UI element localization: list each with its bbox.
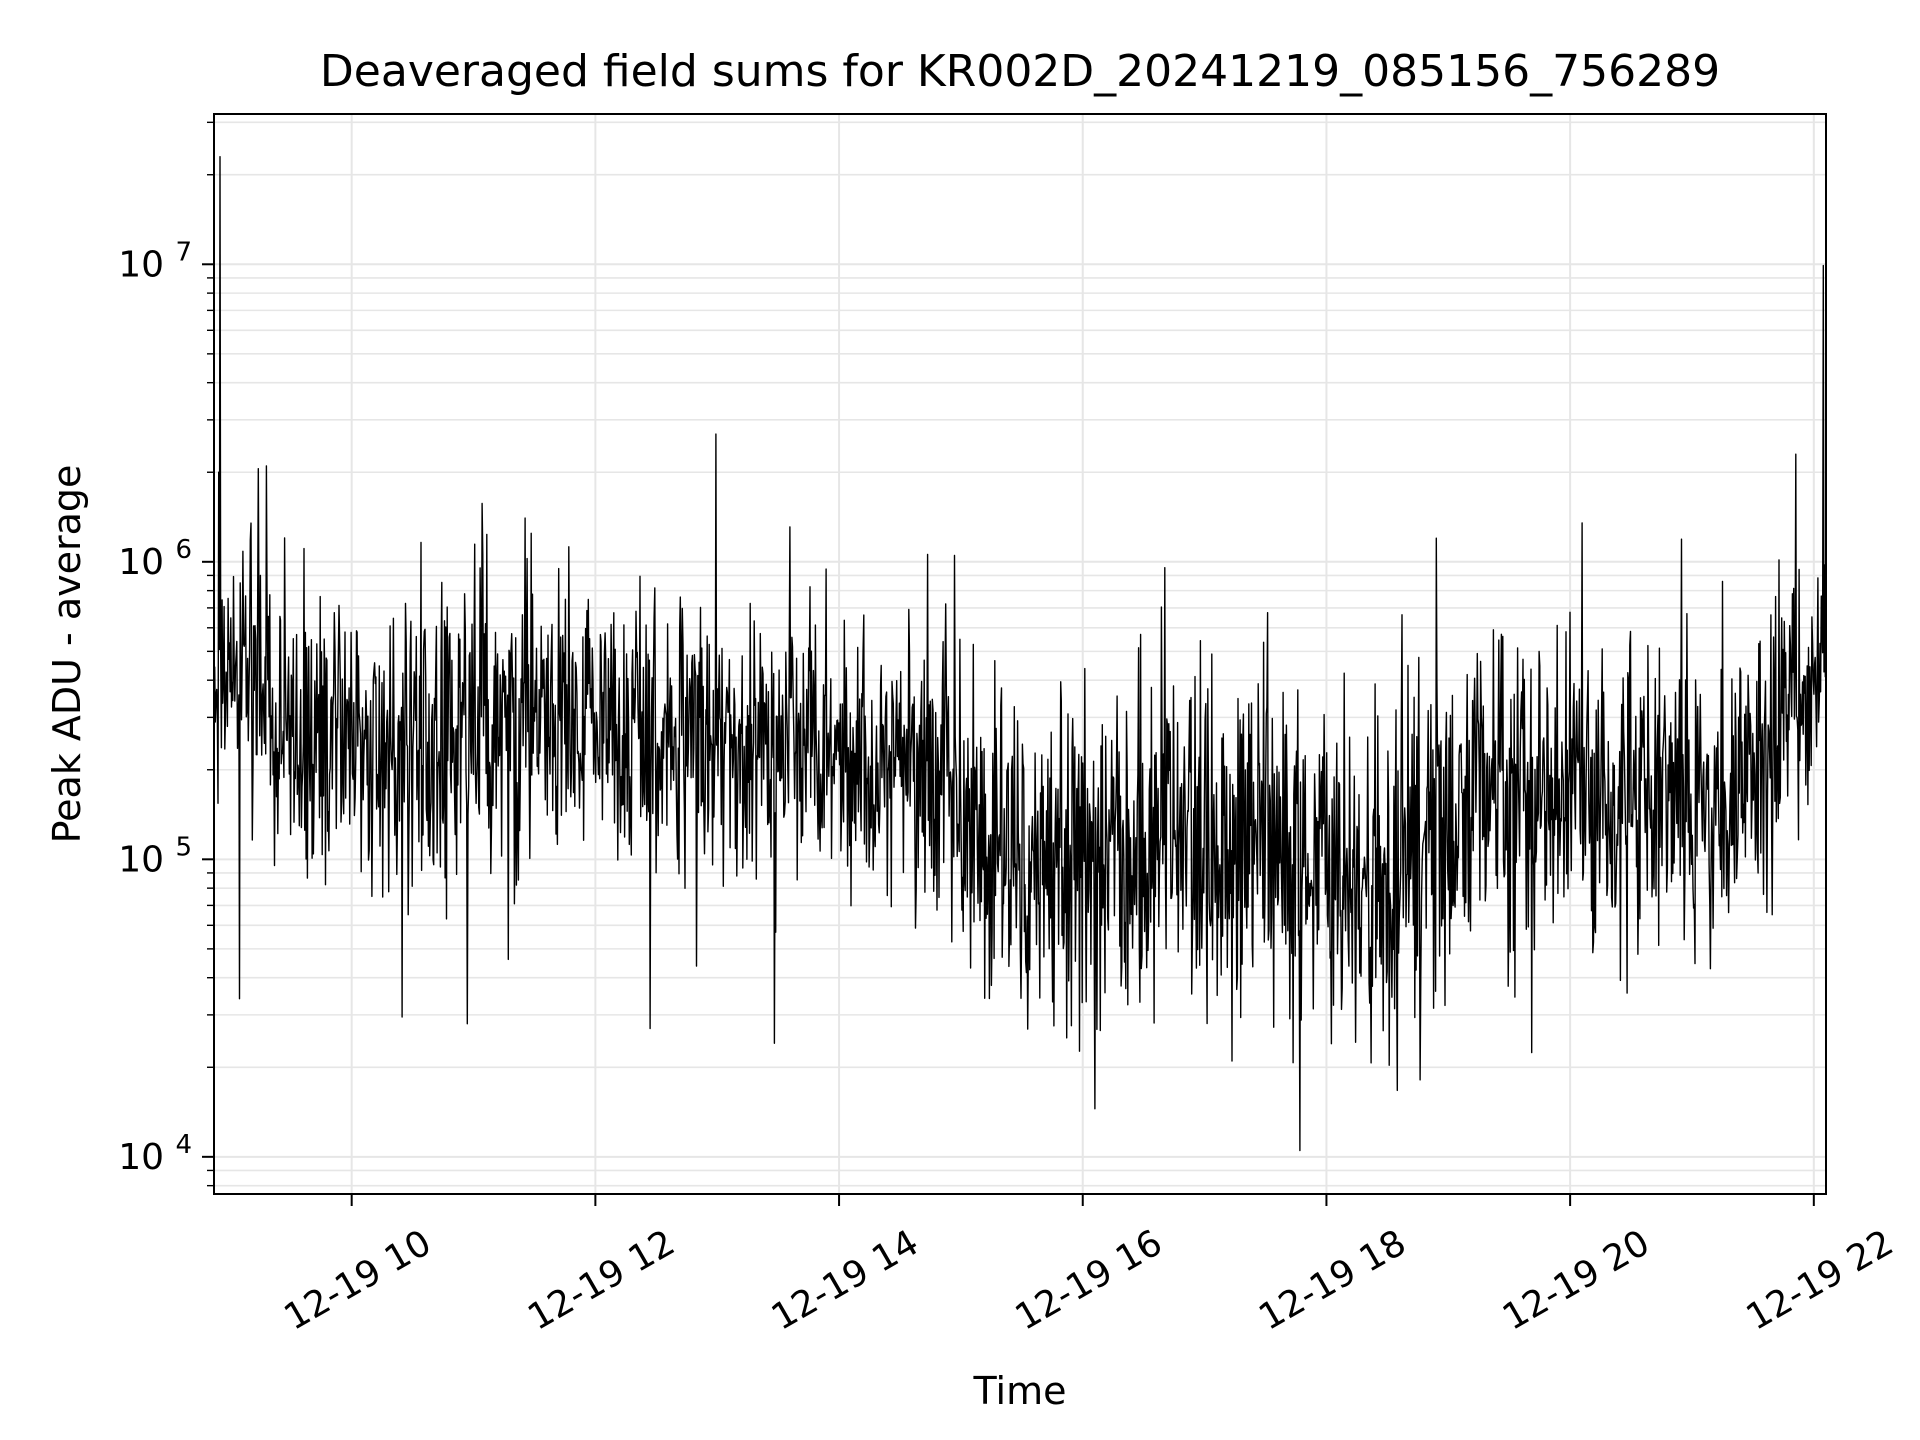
series-line [213, 156, 1827, 1152]
y-tick-exponent: 4 [175, 1130, 192, 1160]
y-axis-label: Peak ADU - average [45, 465, 89, 844]
plot-frame [213, 113, 1827, 1195]
chart-title: Deaveraged field sums for KR002D_2024121… [320, 46, 1720, 97]
y-tick-label: 10 [118, 839, 164, 880]
y-tick-label: 10 [118, 542, 164, 583]
y-axis: 10 4 10 5 10 6 10 7 [118, 121, 214, 1187]
y-tick-exponent: 5 [175, 832, 192, 862]
y-tick-label: 10 [118, 1137, 164, 1178]
y-tick-exponent: 7 [175, 237, 192, 267]
x-axis-label: Time [973, 1369, 1067, 1413]
y-tick-exponent: 6 [175, 535, 192, 565]
y-tick-label: 10 [118, 244, 164, 285]
series-line-group [213, 156, 1827, 1152]
